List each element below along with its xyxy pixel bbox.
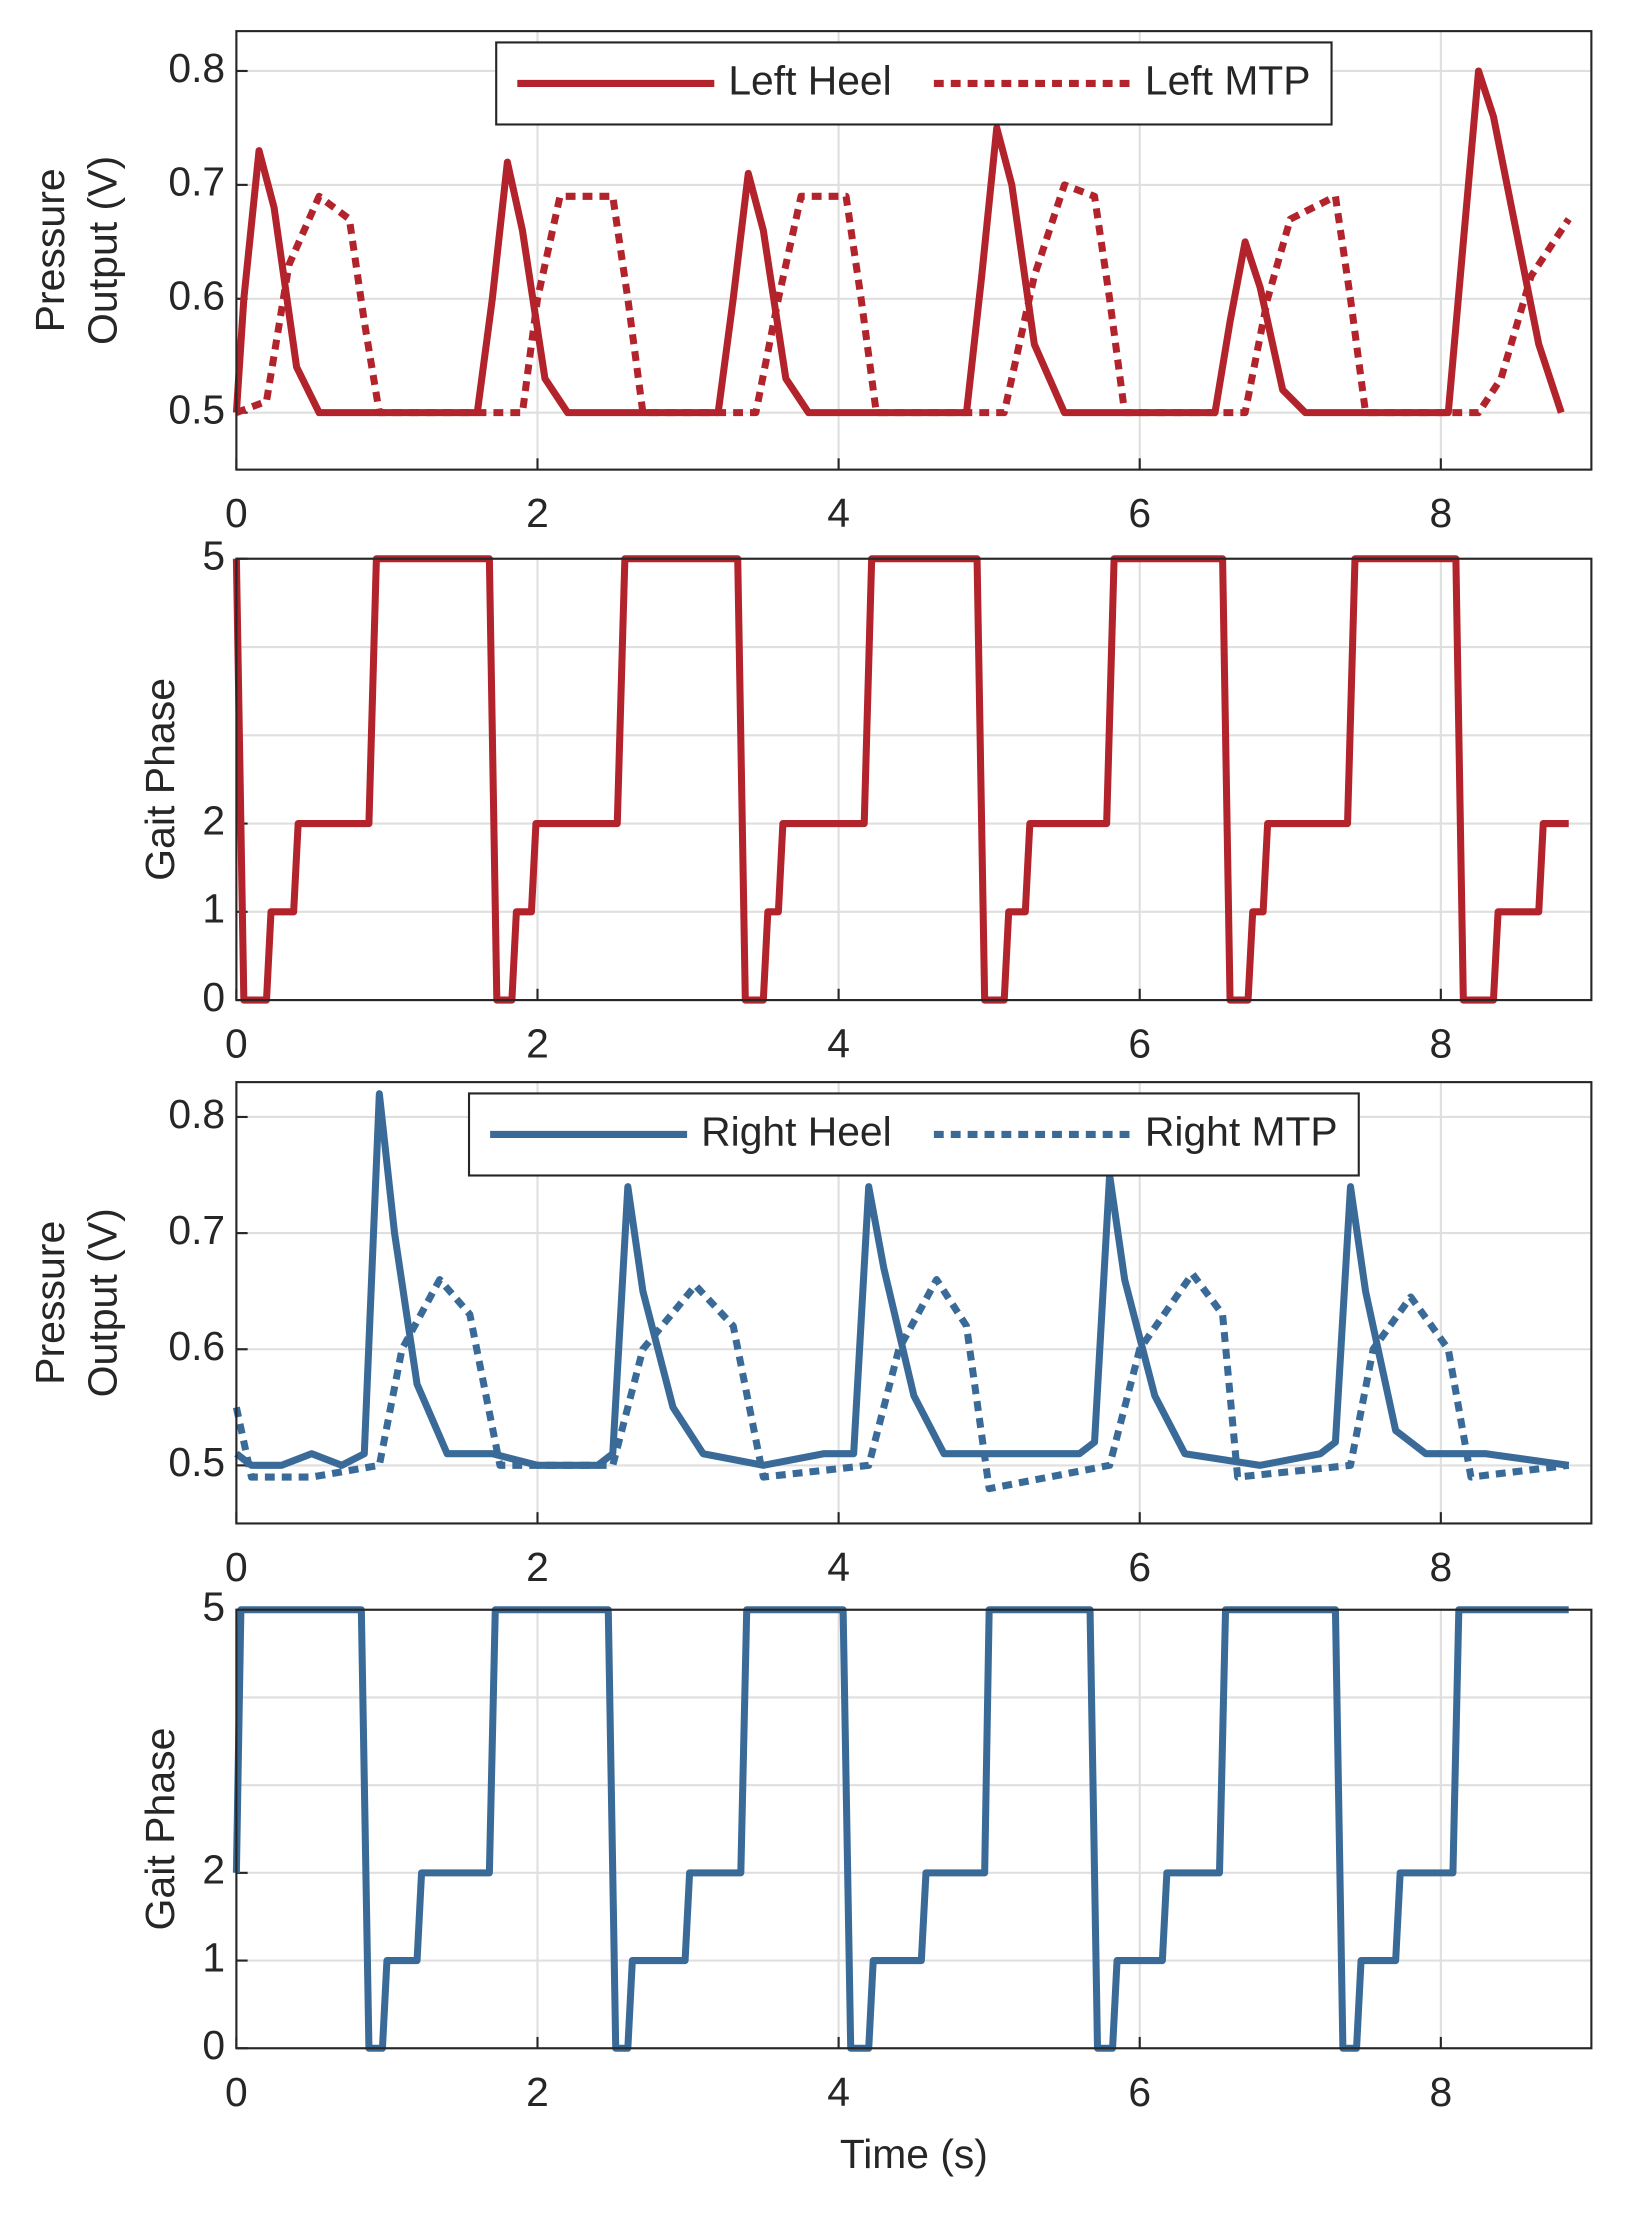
x-tick-label: 0: [225, 1544, 248, 1590]
x-tick-label: 4: [827, 1544, 850, 1590]
x-tick-label: 8: [1429, 1021, 1452, 1067]
y-axis-label: Output (V): [79, 156, 125, 345]
plot-area: [236, 558, 1592, 1001]
x-tick-label: 6: [1128, 2069, 1151, 2115]
legend: Right Heel Right MTP: [467, 1092, 1360, 1177]
y-tick-label: 0: [202, 974, 225, 1020]
data-line: [234, 1090, 1570, 1469]
y-tick-label: 1: [202, 1934, 225, 1980]
x-tick-label: 2: [526, 1544, 549, 1590]
x-tick-label: 4: [827, 490, 850, 536]
x-tick-label: 6: [1128, 1544, 1151, 1590]
y-tick-label: 0.6: [168, 273, 225, 319]
axes-box: [235, 1081, 1593, 1525]
x-axis-label: Time (s): [840, 2131, 988, 2177]
y-axis-label: Pressure: [27, 1221, 73, 1385]
x-tick-label: 2: [526, 1021, 549, 1067]
axes-box: [235, 557, 1593, 1002]
x-tick-label: 0: [225, 490, 248, 536]
x-tick-label: 4: [827, 1021, 850, 1067]
y-axis-label: Gait Phase: [137, 1728, 183, 1931]
x-tick-label: 8: [1429, 1544, 1452, 1590]
y-axis-label: Gait Phase: [137, 678, 183, 881]
x-tick-label: 0: [225, 2069, 248, 2115]
legend-label: Right Heel: [701, 1108, 891, 1154]
y-tick-label: 0.7: [168, 1207, 225, 1253]
y-tick-label: 0.5: [168, 1439, 225, 1485]
x-tick-label: 2: [526, 490, 549, 536]
axes-box: [235, 30, 1593, 471]
x-tick-label: 8: [1429, 490, 1452, 536]
x-tick-label: 8: [1429, 2069, 1452, 2115]
legend-label: Left MTP: [1145, 57, 1311, 103]
x-tick-label: 6: [1128, 1021, 1151, 1067]
legend-label: Right MTP: [1145, 1108, 1338, 1154]
y-axis-label: Pressure: [27, 168, 73, 332]
plot-area: [236, 1609, 1592, 2049]
y-tick-label: 2: [202, 797, 225, 843]
axes-box: [235, 1608, 1593, 2050]
y-tick-label: 1: [202, 886, 225, 932]
y-axis-label: Output (V): [79, 1208, 125, 1397]
data-line: [235, 181, 1572, 417]
x-tick-label: 6: [1128, 490, 1151, 536]
y-tick-label: 0.6: [168, 1323, 225, 1369]
legend: Left Heel Left MTP: [495, 41, 1333, 126]
legend-label: Left Heel: [728, 57, 891, 103]
y-tick-label: 5: [202, 532, 225, 578]
x-tick-label: 2: [526, 2069, 549, 2115]
y-tick-label: 0.8: [168, 45, 225, 91]
y-tick-label: 0.5: [168, 386, 225, 432]
y-tick-label: 5: [202, 1583, 225, 1629]
x-tick-label: 4: [827, 2069, 850, 2115]
y-tick-label: 0: [202, 2022, 225, 2068]
x-tick-label: 0: [225, 1021, 248, 1067]
y-tick-label: 2: [202, 1847, 225, 1893]
y-tick-label: 0.8: [168, 1091, 225, 1137]
y-tick-label: 0.7: [168, 159, 225, 205]
